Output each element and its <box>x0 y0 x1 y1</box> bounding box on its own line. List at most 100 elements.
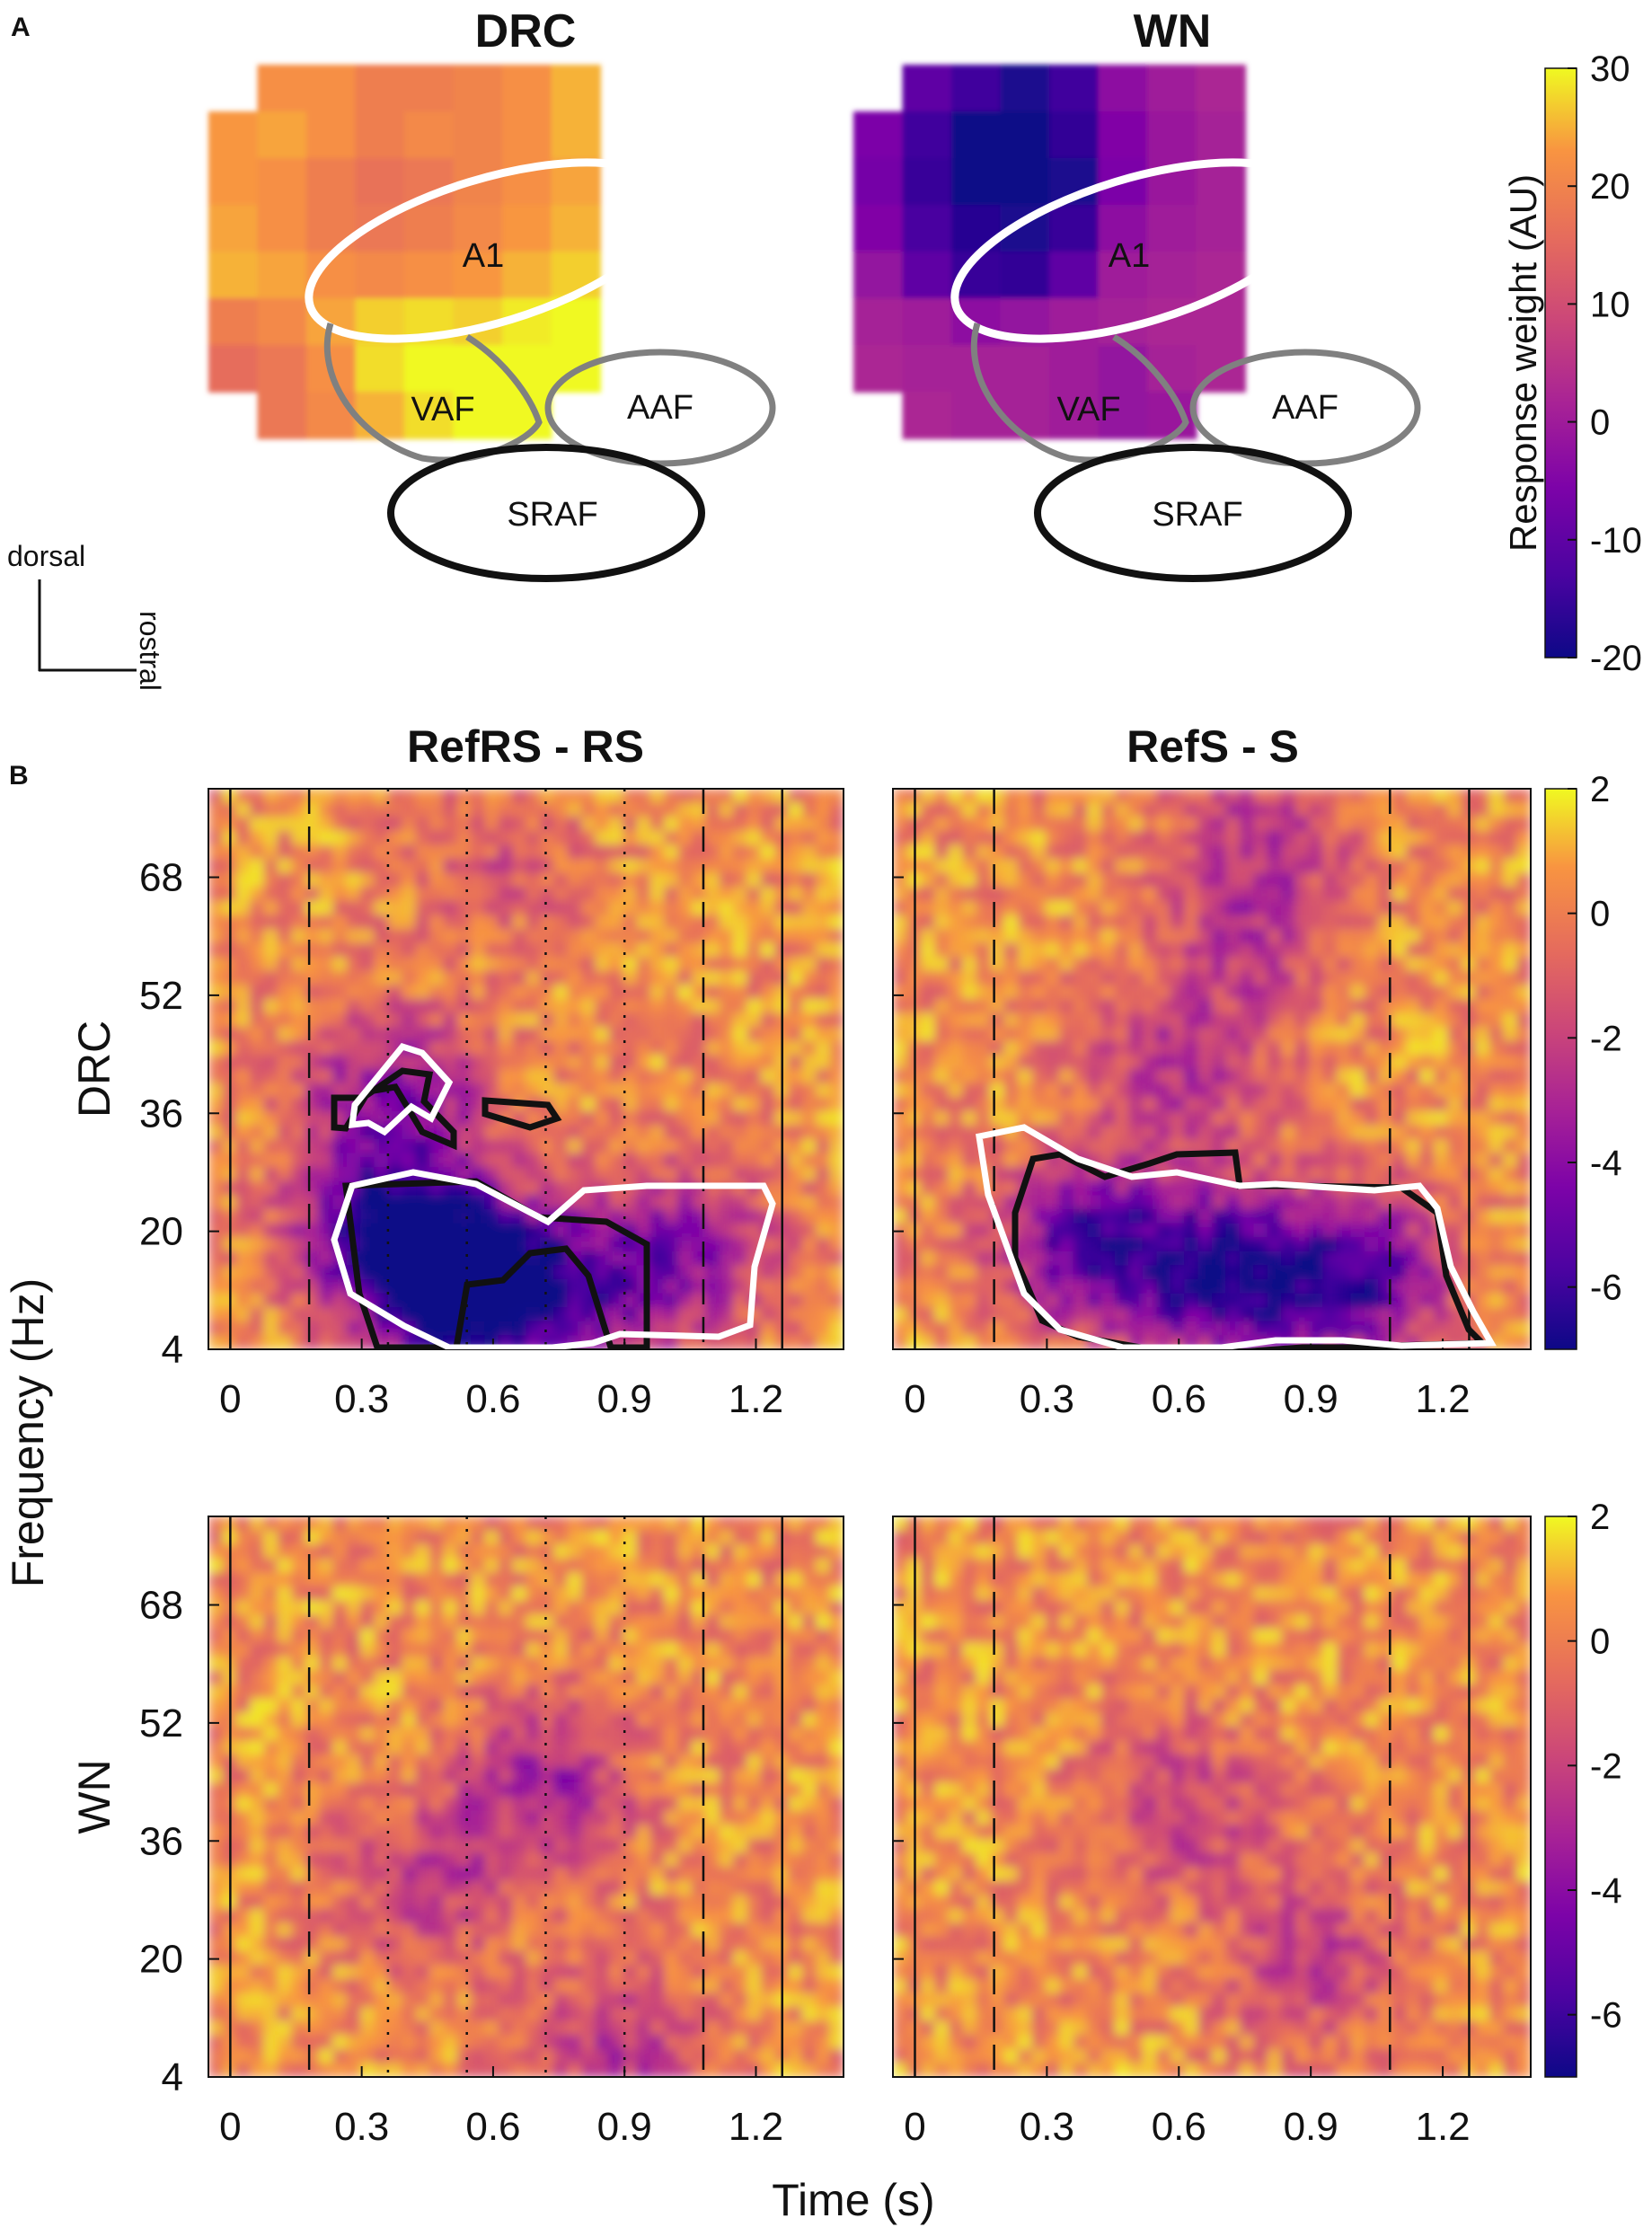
heatmap-cell <box>250 1586 265 1602</box>
heatmap-cell <box>1184 1180 1199 1197</box>
heatmap-cell <box>1003 1055 1019 1070</box>
heatmap-cell <box>733 1600 748 1615</box>
heatmap-cell <box>829 942 844 958</box>
heatmap-cell <box>526 1768 541 1784</box>
heatmap-cell <box>235 1614 251 1630</box>
heatmap-cell <box>235 1180 251 1197</box>
heatmap-cell <box>332 1782 348 1798</box>
heatmap-cell <box>595 1797 610 1812</box>
heatmap-cell <box>1128 1279 1144 1295</box>
heatmap-cell <box>539 1712 555 1728</box>
heatmap-cell <box>291 1167 306 1182</box>
heatmap-cell <box>498 1544 513 1560</box>
heatmap-cell <box>443 1544 458 1560</box>
heatmap-cell <box>346 1782 361 1798</box>
heatmap-cell <box>1225 789 1241 804</box>
heatmap-cell <box>962 1012 977 1028</box>
heatmap-cell <box>263 1782 278 1798</box>
heatmap-cell <box>1406 872 1421 888</box>
heatmap-cell <box>1059 1265 1074 1280</box>
heatmap-cell <box>962 1125 977 1140</box>
heatmap-cell <box>1087 929 1102 944</box>
heatmap-cell <box>539 1768 555 1784</box>
heatmap-cell <box>263 1335 278 1349</box>
heatmap-cell <box>1128 1293 1144 1308</box>
heatmap-cell <box>471 1614 486 1630</box>
heatmap-cell <box>705 1237 720 1252</box>
heatmap-cell <box>1433 830 1449 846</box>
heatmap-cell <box>788 1600 803 1615</box>
heatmap-cell <box>1336 900 1352 916</box>
heatmap-cell <box>816 929 831 944</box>
drc-aaf-label: AAF <box>627 389 693 427</box>
heatmap-cell <box>920 1223 936 1238</box>
map-cell <box>1049 345 1100 393</box>
heatmap-cell <box>374 1740 389 1755</box>
heatmap-cell <box>1225 957 1241 972</box>
heatmap-cell <box>402 929 417 944</box>
heatmap-cell <box>1239 1195 1255 1210</box>
heatmap-cell <box>1225 929 1241 944</box>
heatmap-cell <box>1239 970 1255 986</box>
heatmap-cell <box>677 1265 693 1280</box>
heatmap-cell <box>526 872 541 888</box>
heatmap-cell <box>801 844 817 860</box>
heatmap-cell <box>250 942 265 958</box>
heatmap-cell <box>1419 830 1435 846</box>
heatmap-cell <box>374 970 389 986</box>
heatmap-cell <box>512 1614 527 1630</box>
heatmap-cell <box>1003 999 1019 1014</box>
heatmap-cell <box>1017 1307 1033 1322</box>
heatmap-cell <box>705 1040 720 1056</box>
heatmap-cell <box>788 1530 803 1545</box>
heatmap-cell <box>893 817 908 832</box>
heatmap-cell <box>360 830 375 846</box>
heatmap-cell <box>332 1558 348 1574</box>
heatmap-cell <box>1433 887 1449 902</box>
heatmap-cell <box>801 1110 817 1127</box>
heatmap-cell <box>526 1782 541 1798</box>
heatmap-cell <box>920 1180 936 1197</box>
heatmap-cell <box>1253 830 1268 846</box>
heatmap-cell <box>1142 1040 1158 1056</box>
heatmap-cell <box>263 1740 278 1755</box>
heatmap-cell <box>1114 970 1130 986</box>
heatmap-cell <box>1516 1139 1531 1154</box>
heatmap-cell <box>456 1265 472 1280</box>
heatmap-cell <box>1281 1250 1296 1267</box>
heatmap-cell <box>816 1250 831 1267</box>
heatmap-cell <box>512 957 527 972</box>
heatmap-cell <box>1073 970 1088 986</box>
heatmap-cell <box>1197 1180 1213 1197</box>
map-cell <box>1196 205 1246 252</box>
heatmap-cell <box>1281 859 1296 874</box>
heatmap-cell <box>1350 900 1365 916</box>
heatmap-cell <box>374 1712 389 1728</box>
heatmap-cell <box>374 1838 389 1854</box>
heatmap-cell <box>801 1055 817 1070</box>
heatmap-cell <box>1212 830 1227 846</box>
heatmap-cell <box>1156 1097 1171 1112</box>
heatmap-cell <box>788 1516 803 1532</box>
heatmap-cell <box>1419 1279 1435 1295</box>
heatmap-cell <box>829 1670 844 1685</box>
heatmap-cell <box>471 859 486 874</box>
drc-a1-outline <box>305 158 676 343</box>
heatmap-cell <box>305 1657 320 1672</box>
heatmap-cell <box>829 1657 844 1672</box>
heatmap-cell <box>567 970 582 986</box>
heatmap-cell <box>636 1586 651 1602</box>
heatmap-cell <box>1100 1195 1116 1210</box>
heatmap-cells <box>208 1516 844 2077</box>
heatmap-cell <box>318 817 334 832</box>
heatmap-cell <box>1225 1125 1241 1140</box>
heatmap-cell <box>1239 1237 1255 1252</box>
heatmap-cell <box>1336 1097 1352 1112</box>
heatmap-cell <box>1142 1097 1158 1112</box>
heatmap-cell <box>1364 887 1380 902</box>
heatmap-cell <box>746 1544 762 1560</box>
heatmap-cell <box>484 1167 499 1182</box>
heatmap-cell <box>1447 789 1462 804</box>
heatmap-cell <box>1475 1097 1490 1112</box>
heatmap-cell <box>539 1684 555 1700</box>
